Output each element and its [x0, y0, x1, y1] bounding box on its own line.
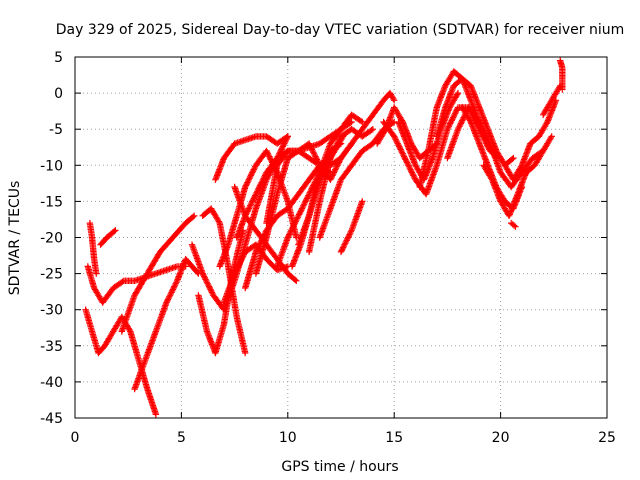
grid-layer	[75, 57, 607, 418]
series-track-24	[327, 89, 398, 169]
data-point-markers	[337, 198, 366, 256]
y-tick-label: -25	[40, 267, 63, 283]
series-track-20	[295, 111, 366, 248]
data-point-markers	[295, 111, 366, 248]
data-point-markers	[131, 256, 202, 393]
data-point-markers	[86, 219, 100, 277]
x-axis-label: GPS time / hours	[281, 459, 398, 475]
series-track-10	[212, 133, 291, 183]
series-track-32	[480, 133, 555, 219]
y-tick-label: -10	[40, 158, 63, 174]
y-tick-label: -15	[40, 194, 63, 210]
data-point-markers	[480, 133, 555, 219]
series-track-06	[131, 256, 202, 393]
y-tick-label: 0	[54, 86, 63, 102]
data-point-markers	[501, 97, 560, 183]
series-track-03	[82, 306, 160, 418]
y-tick-label: -40	[40, 375, 63, 391]
y-axis-label: SDTVAR / TECUs	[7, 181, 23, 296]
y-tick-label: -5	[49, 122, 63, 138]
series-track-30	[444, 104, 547, 191]
series-track-23	[337, 198, 366, 256]
y-tick-label: 5	[54, 50, 63, 66]
series-track-01	[84, 263, 189, 306]
data-point-markers	[327, 89, 398, 169]
x-tick-label: 25	[598, 430, 616, 446]
series-track-36	[557, 57, 566, 93]
data-point-markers	[540, 82, 564, 118]
tick-layer	[74, 56, 608, 419]
x-tick-label: 20	[492, 430, 510, 446]
x-tick-label: 15	[385, 430, 403, 446]
data-point-markers	[557, 57, 566, 93]
data-point-markers	[82, 306, 160, 418]
data-point-markers	[433, 75, 517, 169]
series-track-34	[508, 219, 519, 230]
data-point-markers	[212, 133, 291, 183]
y-tick-label: -20	[40, 231, 63, 247]
data-point-markers	[444, 104, 547, 191]
data-layer	[82, 57, 566, 418]
series-track-35	[540, 82, 564, 118]
chart-title: Day 329 of 2025, Sidereal Day-to-day VTE…	[56, 22, 625, 38]
series-track-04	[97, 227, 119, 248]
y-tick-label: -35	[40, 339, 63, 355]
data-point-markers	[84, 263, 189, 306]
x-tick-label: 10	[279, 430, 297, 446]
series-track-29	[433, 75, 517, 169]
series-track-05	[118, 212, 198, 335]
data-point-markers	[97, 227, 119, 248]
series-track-02	[86, 219, 100, 277]
x-tick-label: 0	[71, 430, 80, 446]
y-tick-label: -45	[40, 411, 63, 427]
x-tick-label: 5	[177, 430, 186, 446]
data-point-markers	[508, 219, 519, 230]
data-point-markers	[118, 212, 198, 335]
series-track-33	[501, 97, 560, 183]
tick-label-layer: 0 5 10 15 20 25 5 0 -5 -10 -15 -20 -25 -30 -35 -40 -45	[40, 50, 616, 446]
y-tick-label: -30	[40, 303, 63, 319]
